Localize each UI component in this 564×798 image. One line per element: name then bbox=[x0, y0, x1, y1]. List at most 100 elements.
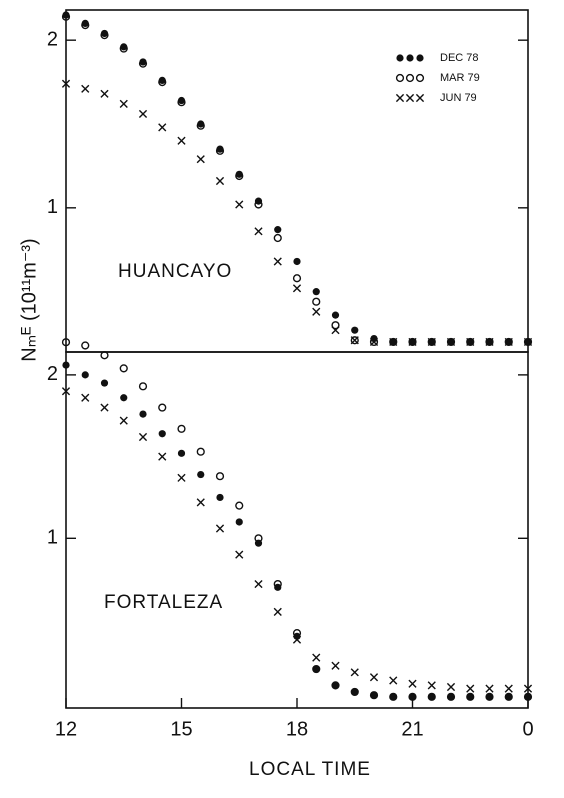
data-point bbox=[100, 89, 109, 98]
panel-frame bbox=[65, 351, 529, 709]
data-point bbox=[100, 379, 109, 387]
data-point bbox=[350, 668, 359, 677]
legend-marker bbox=[415, 93, 425, 103]
data-point bbox=[428, 693, 436, 701]
data-point bbox=[466, 684, 475, 693]
data-point bbox=[235, 550, 244, 559]
data-point bbox=[446, 337, 456, 347]
data-point bbox=[158, 452, 167, 461]
data-point bbox=[389, 676, 398, 685]
data-point bbox=[312, 307, 321, 316]
data-point bbox=[81, 84, 90, 93]
legend-marker bbox=[415, 73, 425, 83]
data-point bbox=[119, 364, 128, 373]
y-tick-label: 2 bbox=[47, 363, 58, 385]
x-tick-label: 18 bbox=[286, 718, 308, 740]
data-point bbox=[138, 382, 148, 391]
data-point bbox=[331, 321, 340, 330]
data-point bbox=[312, 664, 321, 674]
data-point bbox=[254, 534, 263, 543]
data-point bbox=[81, 20, 90, 30]
data-point bbox=[427, 681, 436, 690]
data-point bbox=[523, 337, 533, 347]
data-point bbox=[331, 681, 340, 689]
x-tick-label: 12 bbox=[55, 718, 77, 740]
data-point bbox=[350, 336, 359, 345]
panel-label: FORTALEZA bbox=[104, 592, 223, 613]
legend-label: MAR 79 bbox=[440, 72, 480, 84]
data-point bbox=[524, 693, 532, 701]
data-point bbox=[61, 79, 71, 88]
data-point bbox=[292, 635, 302, 644]
data-point bbox=[389, 337, 398, 347]
data-point bbox=[61, 338, 71, 347]
legend-marker bbox=[395, 73, 405, 83]
data-point bbox=[100, 31, 109, 40]
data-point bbox=[504, 337, 513, 347]
data-point bbox=[292, 274, 302, 283]
data-point bbox=[408, 692, 417, 701]
data-point bbox=[100, 351, 109, 360]
data-point bbox=[138, 432, 148, 442]
x-tick-label: 15 bbox=[170, 718, 192, 740]
data-point bbox=[370, 691, 378, 699]
legend-marker bbox=[405, 73, 415, 83]
data-point bbox=[446, 682, 456, 692]
data-point bbox=[254, 227, 263, 236]
data-point bbox=[273, 233, 282, 243]
data-point bbox=[120, 394, 128, 402]
data-point bbox=[61, 12, 71, 21]
y-tick-label: 1 bbox=[47, 196, 58, 218]
data-point bbox=[312, 653, 321, 662]
data-point bbox=[466, 337, 475, 347]
legend-marker bbox=[405, 93, 415, 103]
data-point bbox=[292, 628, 302, 638]
data-point bbox=[216, 493, 224, 502]
data-point bbox=[351, 326, 359, 334]
data-point bbox=[215, 524, 225, 533]
data-point bbox=[466, 692, 475, 701]
data-point bbox=[177, 424, 186, 433]
data-point bbox=[427, 692, 436, 701]
data-point bbox=[215, 146, 225, 155]
legend-label: DEC 78 bbox=[440, 52, 479, 64]
data-point bbox=[62, 361, 70, 369]
data-point bbox=[196, 121, 205, 130]
data-point bbox=[505, 693, 513, 701]
data-point bbox=[523, 692, 533, 701]
y-tick-label: 1 bbox=[47, 527, 58, 549]
data-point bbox=[389, 693, 397, 701]
data-point bbox=[485, 684, 494, 693]
data-point bbox=[177, 473, 186, 482]
data-point bbox=[235, 501, 244, 510]
data-point bbox=[177, 449, 186, 457]
data-point bbox=[485, 693, 494, 701]
data-point bbox=[119, 99, 128, 108]
x-tick-label: 21 bbox=[401, 718, 423, 740]
data-point bbox=[350, 687, 359, 697]
data-point bbox=[446, 692, 456, 701]
data-point bbox=[485, 337, 494, 347]
data-point bbox=[254, 200, 263, 209]
y-axis-label: Nₘᴱ (10¹¹m⁻³) bbox=[18, 238, 40, 361]
data-point bbox=[446, 337, 456, 347]
x-axis-label: LOCAL TIME bbox=[249, 759, 371, 780]
data-point bbox=[158, 430, 166, 438]
data-point bbox=[138, 109, 148, 119]
data-point bbox=[119, 44, 128, 53]
data-point bbox=[158, 77, 167, 87]
data-point bbox=[331, 326, 340, 335]
data-point bbox=[369, 691, 379, 700]
data-point bbox=[427, 337, 436, 347]
data-point bbox=[485, 692, 494, 701]
data-point bbox=[158, 123, 167, 132]
panel-label: HUANCAYO bbox=[118, 261, 232, 282]
data-point bbox=[331, 311, 340, 319]
data-point bbox=[408, 693, 417, 701]
data-point bbox=[177, 98, 186, 107]
data-point bbox=[369, 673, 379, 682]
data-point bbox=[158, 403, 167, 412]
data-point bbox=[235, 171, 244, 181]
data-point bbox=[235, 518, 243, 526]
